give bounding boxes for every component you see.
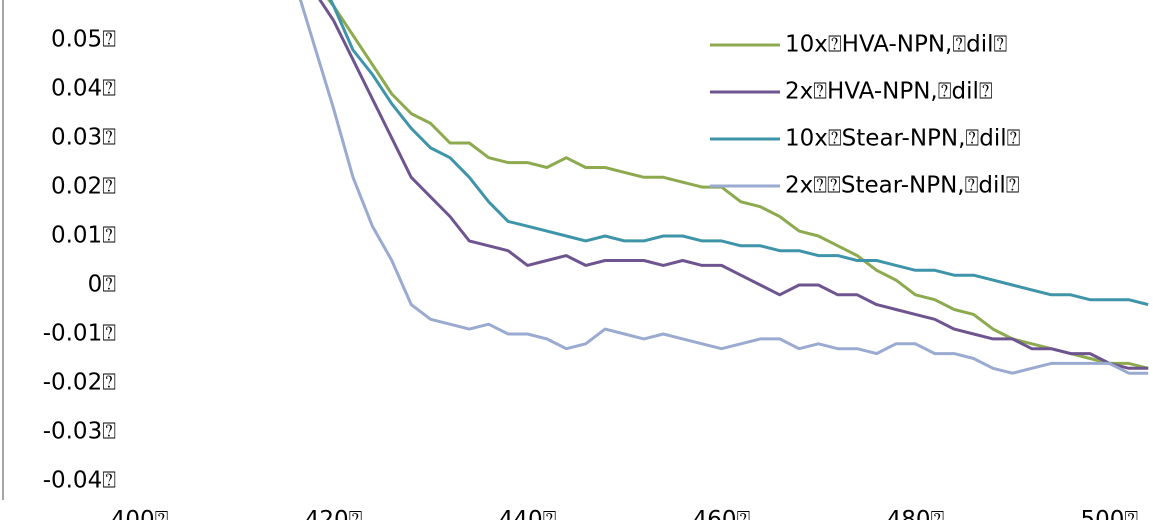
x-tick-label: 500⍰ bbox=[1081, 507, 1139, 520]
y-tick-label: -0.03⍰ bbox=[43, 418, 116, 444]
x-tick-label: 480⍰ bbox=[887, 507, 945, 520]
y-tick-label: 0⍰ bbox=[88, 272, 116, 298]
legend-label: 10x⍰Stear-NPN,⍰dil⍰ bbox=[785, 126, 1020, 152]
series-line bbox=[318, 0, 1149, 370]
series-line bbox=[298, 0, 1149, 375]
y-tick-label: 0.05⍰ bbox=[51, 27, 116, 53]
x-tick-label: 440⍰ bbox=[499, 507, 557, 520]
y-tick-label: 0.04⍰ bbox=[51, 76, 116, 102]
y-tick-label: -0.01⍰ bbox=[43, 320, 116, 346]
x-tick-label: 420⍰ bbox=[305, 507, 363, 520]
legend-label: 10x⍰HVA-NPN,⍰dil⍰ bbox=[785, 32, 1007, 58]
series-line bbox=[329, 0, 1149, 307]
legend-label: 2x⍰⍰Stear-NPN,⍰dil⍰ bbox=[785, 173, 1020, 199]
legend-label: 2x⍰HVA-NPN,⍰dil⍰ bbox=[785, 79, 993, 105]
x-tick-label: 400⍰ bbox=[111, 507, 169, 520]
y-tick-label: 0.01⍰ bbox=[51, 223, 116, 249]
y-tick-label: 0.03⍰ bbox=[51, 125, 116, 151]
y-tick-label: -0.04⍰ bbox=[43, 467, 116, 493]
x-tick-label: 460⍰ bbox=[693, 507, 751, 520]
y-tick-label: 0.02⍰ bbox=[51, 174, 116, 200]
y-tick-label: -0.02⍰ bbox=[43, 369, 116, 395]
